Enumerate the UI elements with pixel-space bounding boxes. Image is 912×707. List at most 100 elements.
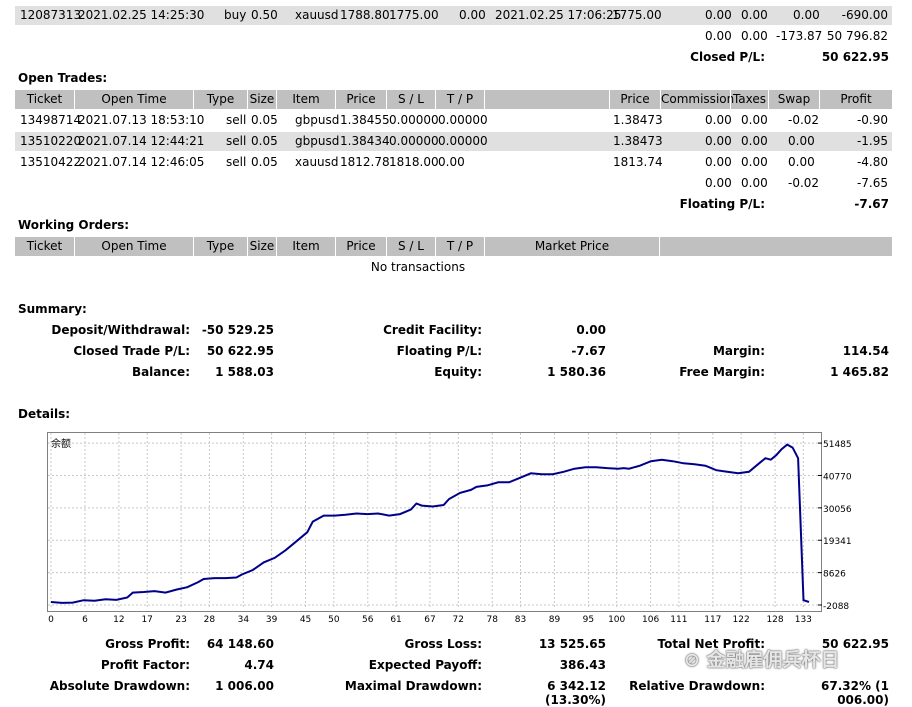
header-profit: Profit (840, 92, 872, 106)
header-sl: S / L (398, 92, 424, 106)
cell-swap: 0.00 (793, 8, 820, 22)
closed-trade-pl-label: Closed Trade P/L: (73, 344, 190, 358)
cell-open-time: 2021.02.25 14:25:30 (78, 8, 205, 22)
header-price: Price (346, 92, 376, 106)
header-price2: Price (620, 92, 650, 106)
x-tick-label: 133 (795, 615, 812, 625)
header-open-time: Open Time (101, 92, 167, 106)
floating-pl-label: Floating P/L: (679, 197, 765, 211)
equity-label: Equity: (434, 365, 482, 379)
x-tick-label: 39 (266, 615, 278, 625)
cell-item: gbpusd (295, 113, 340, 127)
y-tick-label: 51485 (823, 440, 852, 450)
cell-profit: -0.90 (856, 113, 888, 127)
header-commission: Commission (661, 92, 735, 106)
open-trade-row: 13498714 2021.07.13 18:53:10 sell 0.05 gbpus… (15, 111, 892, 130)
y-tick-label: 30056 (823, 505, 852, 515)
chart-title: 余额 (51, 439, 71, 450)
cell-profit: -1.95 (856, 134, 888, 148)
cell-profit: -690.00 (841, 8, 888, 22)
expected-payoff-value: 386.43 (559, 658, 606, 672)
margin-label: Margin: (712, 344, 765, 358)
cell-size: 0.50 (251, 8, 278, 22)
profit-factor-label: Profit Factor: (100, 658, 190, 672)
cell-tp: 0.00 (438, 155, 465, 169)
wo-header-open-time: Open Time (101, 239, 167, 253)
gross-profit-value: 64 148.60 (206, 637, 274, 651)
expected-payoff-label: Expected Payoff: (368, 658, 482, 672)
watermark-logo-icon: ⊘ (684, 649, 707, 671)
x-tick-label: 72 (453, 615, 464, 625)
open-total-commission: 0.00 (705, 176, 732, 190)
x-tick-label: 100 (608, 615, 625, 625)
total-commission: 0.00 (705, 29, 732, 43)
cell-ticket: 13498714 (20, 113, 82, 127)
y-tick-label: 40770 (823, 472, 852, 482)
cell-price2: 1.38473 (613, 134, 663, 148)
y-tick-label: 8626 (823, 570, 846, 580)
cell-open-time: 2021.07.14 12:46:05 (78, 155, 205, 169)
cell-type: sell (226, 134, 247, 148)
cell-open-time: 2021.07.14 12:44:21 (78, 134, 205, 148)
gross-profit-label: Gross Profit: (105, 637, 190, 651)
cell-sl: 1775.00 (389, 8, 439, 22)
working-orders-header: Ticket Open Time Type Size Item Price S … (15, 237, 892, 256)
wo-header-ticket: Ticket (26, 239, 63, 253)
x-tick-label: 34 (238, 615, 250, 625)
cell-close-price: 1775.00 (612, 8, 662, 22)
cell-size: 0.05 (251, 155, 278, 169)
open-trades-title: Open Trades: (18, 71, 108, 85)
gross-loss-value: 13 525.65 (538, 637, 606, 651)
cell-commission: 0.00 (705, 134, 732, 148)
cell-price2: 1.38473 (613, 113, 663, 127)
cell-size: 0.05 (251, 113, 278, 127)
x-tick-label: 17 (141, 615, 152, 625)
cell-price: 1788.80 (340, 8, 390, 22)
floating-value: -7.67 (571, 344, 606, 358)
absolute-drawdown-label: Absolute Drawdown: (49, 679, 190, 693)
cell-tp: 0.00 (459, 8, 486, 22)
deposit-label: Deposit/Withdrawal: (51, 323, 190, 337)
y-tick-label: 19341 (823, 537, 852, 547)
free-margin-label: Free Margin: (679, 365, 765, 379)
open-total-taxes: 0.00 (741, 176, 768, 190)
cell-ticket: 13510220 (20, 134, 82, 148)
floating-label: Floating P/L: (396, 344, 482, 358)
closed-totals-row: 0.00 0.00 -173.87 50 796.82 (15, 27, 892, 46)
cell-commission: 0.00 (705, 155, 732, 169)
cell-open-time: 2021.07.13 18:53:10 (78, 113, 205, 127)
open-total-swap: -0.02 (788, 176, 820, 190)
gross-loss-label: Gross Loss: (404, 637, 482, 651)
x-tick-label: 23 (175, 615, 186, 625)
balance-chart-frame (47, 432, 822, 612)
balance-value: 1 588.03 (215, 365, 274, 379)
relative-drawdown-label: Relative Drawdown: (629, 679, 765, 693)
header-swap: Swap (777, 92, 811, 106)
cell-tp: 0.00000 (438, 134, 488, 148)
balance-series-line (50, 443, 810, 604)
x-tick-label: 67 (424, 615, 435, 625)
x-tick-label: 106 (642, 615, 659, 625)
total-taxes: 0.00 (741, 29, 768, 43)
total-net-profit-label: Total Net Profit: (657, 637, 765, 651)
x-tick-label: 128 (766, 615, 783, 625)
cell-item: xauusd (295, 155, 339, 169)
cell-type: buy (224, 8, 247, 22)
maximal-drawdown-label: Maximal Drawdown: (344, 679, 482, 693)
cell-swap: 0.00 (788, 134, 815, 148)
x-tick-label: 50 (328, 615, 340, 625)
wo-header-size: Size (249, 239, 275, 253)
cell-taxes: 0.00 (741, 113, 768, 127)
total-swap: -173.87 (776, 29, 823, 43)
cell-price: 1812.78 (340, 155, 390, 169)
absolute-drawdown-value: 1 006.00 (215, 679, 274, 693)
wo-header-price: Price (346, 239, 376, 253)
open-trades-header: Ticket Open Time Type Size Item Price S … (15, 90, 892, 109)
total-net-profit-value: 50 622.95 (821, 637, 889, 651)
wo-header-sl: S / L (398, 239, 424, 253)
cell-taxes: 0.00 (741, 155, 768, 169)
x-tick-label: 45 (300, 615, 311, 625)
closed-pl-value: 50 622.95 (821, 50, 889, 64)
x-tick-label: 56 (362, 615, 374, 625)
